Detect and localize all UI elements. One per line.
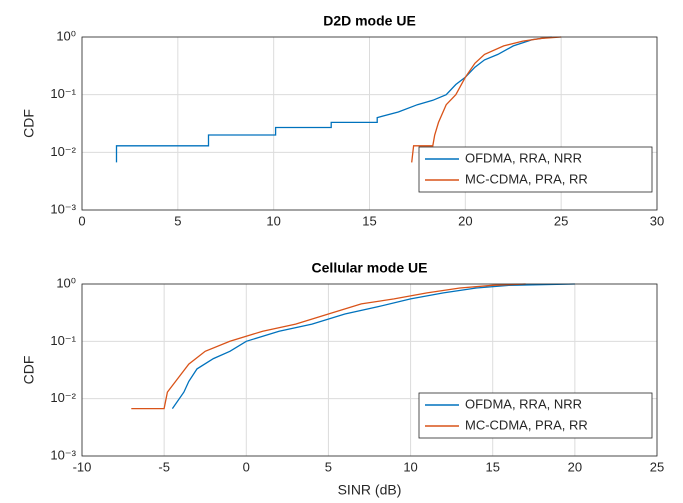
y-axis-label: CDF	[21, 356, 37, 385]
y-tick-label: 10⁻³	[50, 201, 76, 216]
y-tick-label: 10⁰	[56, 28, 76, 43]
x-axis-label: SINR (dB)	[338, 482, 402, 498]
y-tick-label: 10⁰	[56, 275, 76, 290]
chart-title: D2D mode UE	[323, 13, 416, 29]
legend-label: MC-CDMA, PRA, RR	[465, 171, 588, 186]
cdf-line	[171, 283, 575, 409]
x-tick-label: 15	[362, 213, 376, 228]
chart-title: Cellular mode UE	[312, 260, 428, 276]
legend-label: OFDMA, RRA, NRR	[465, 396, 582, 411]
cdf-line	[115, 36, 552, 163]
x-tick-label: 30	[650, 213, 664, 228]
x-tick-label: 5	[174, 213, 181, 228]
x-tick-label: 10	[403, 459, 417, 474]
y-tick-label: 10⁻¹	[50, 86, 76, 101]
legend-label: MC-CDMA, PRA, RR	[465, 417, 588, 432]
legend-box	[418, 392, 653, 439]
axes-box	[81, 283, 658, 457]
y-tick-label: 10⁻¹	[50, 333, 76, 348]
legend-box	[418, 146, 653, 193]
x-tick-label: 0	[243, 459, 250, 474]
legend-label: OFDMA, RRA, NRR	[465, 150, 582, 165]
y-tick-label: 10⁻²	[50, 390, 76, 405]
x-tick-label: 5	[325, 459, 332, 474]
x-tick-label: -5	[158, 459, 170, 474]
x-tick-label: 15	[485, 459, 499, 474]
x-tick-label: 0	[78, 213, 85, 228]
x-tick-label: 25	[650, 459, 664, 474]
cdf-line	[131, 283, 526, 410]
y-axis-label: CDF	[21, 109, 37, 138]
y-tick-label: 10⁻³	[50, 447, 76, 462]
cdf-line	[411, 36, 562, 163]
x-tick-label: 20	[568, 459, 582, 474]
axes-box	[81, 36, 658, 211]
y-tick-label: 10⁻²	[50, 144, 76, 159]
x-tick-label: 10	[266, 213, 280, 228]
x-tick-label: 25	[554, 213, 568, 228]
x-tick-label: 20	[458, 213, 472, 228]
x-tick-label: -10	[73, 459, 92, 474]
